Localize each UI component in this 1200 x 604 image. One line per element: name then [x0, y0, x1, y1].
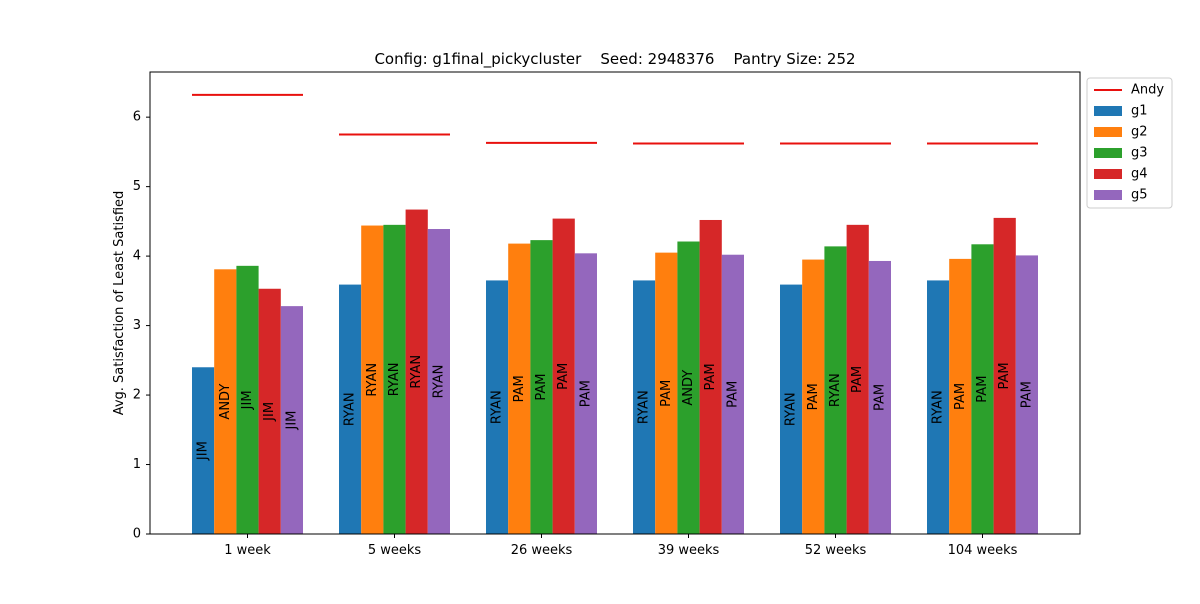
bar-label-g4-1: RYAN	[409, 355, 424, 389]
bar-g5-1	[427, 229, 450, 534]
legend-label-g2: g2	[1131, 125, 1148, 140]
bar-g2-4	[802, 259, 825, 534]
bar-g3-5	[971, 244, 994, 534]
bar-g2-3	[655, 252, 678, 534]
bar-g5-3	[721, 254, 744, 534]
bar-label-g4-2: PAM	[556, 363, 571, 390]
bar-label-g2-2: PAM	[512, 375, 527, 402]
bar-g2-1	[361, 225, 384, 534]
legend-swatch-g3	[1094, 148, 1122, 158]
bar-label-g4-0: JIM	[262, 402, 277, 422]
bar-label-g1-1: RYAN	[343, 392, 358, 426]
chart-title: Config: g1final_pickycluster Seed: 29483…	[374, 50, 855, 69]
bar-label-g2-1: RYAN	[365, 363, 380, 397]
bar-g2-2	[508, 243, 531, 534]
bar-g3-1	[383, 224, 406, 534]
legend-swatch-g1	[1094, 106, 1122, 116]
bar-g3-4	[824, 246, 847, 534]
bar-label-g3-3: ANDY	[681, 370, 696, 406]
bar-g4-0	[258, 288, 281, 534]
x-tick-label-4: 52 weeks	[805, 543, 867, 558]
bar-label-g1-3: RYAN	[637, 390, 652, 424]
bar-g3-0	[236, 265, 259, 534]
legend-swatch-g4	[1094, 169, 1122, 179]
y-tick-label-0: 0	[133, 527, 141, 542]
y-tick-label-4: 4	[133, 249, 141, 264]
bar-label-g5-4: PAM	[872, 384, 887, 411]
y-tick-label-5: 5	[133, 179, 141, 194]
bar-g4-3	[699, 219, 722, 534]
legend-swatch-g5	[1094, 190, 1122, 200]
bar-g2-0	[214, 269, 237, 534]
y-tick-label-3: 3	[133, 318, 141, 333]
bar-g1-3	[633, 280, 656, 534]
axes-frame	[149, 71, 1081, 535]
bar-g1-2	[486, 280, 509, 534]
bar-label-g5-5: PAM	[1019, 381, 1034, 408]
bar-label-g5-1: RYAN	[431, 365, 446, 399]
bar-g2-5	[949, 258, 972, 534]
bar-label-g2-0: ANDY	[218, 384, 233, 420]
bar-label-g3-5: PAM	[975, 376, 990, 403]
bar-label-g2-4: PAM	[806, 383, 821, 410]
bar-g3-2	[530, 240, 553, 534]
bar-g5-5	[1015, 255, 1038, 534]
y-tick-label-1: 1	[133, 457, 141, 472]
bar-g4-5	[993, 217, 1016, 535]
bar-label-g3-2: PAM	[534, 374, 549, 401]
bar-g4-2	[552, 218, 575, 534]
x-tick-label-3: 39 weeks	[658, 543, 720, 558]
bar-label-g4-3: PAM	[703, 363, 718, 390]
bar-label-g5-2: PAM	[578, 380, 593, 407]
y-tick-label-2: 2	[133, 388, 141, 403]
legend-swatch-g2	[1094, 127, 1122, 137]
bar-g5-2	[574, 253, 597, 535]
bar-label-g3-1: RYAN	[387, 363, 402, 397]
bar-label-g3-4: RYAN	[828, 373, 843, 407]
legend-label-g5: g5	[1131, 188, 1148, 203]
legend-label-g3: g3	[1131, 146, 1148, 161]
bar-g1-4	[780, 284, 803, 534]
y-axis-label: Avg. Satisfaction of Least Satisfied	[112, 191, 127, 416]
bar-g5-4	[868, 260, 891, 534]
bar-label-g1-5: RYAN	[931, 390, 946, 424]
legend-label-g1: g1	[1131, 104, 1148, 119]
bar-label-g1-4: RYAN	[784, 392, 799, 426]
bar-g4-4	[846, 224, 869, 534]
bar-label-g4-5: PAM	[997, 362, 1012, 389]
bar-label-g1-2: RYAN	[490, 390, 505, 424]
x-tick-label-0: 1 week	[224, 543, 271, 558]
bar-g5-0	[280, 306, 303, 534]
bar-label-g3-0: JIM	[240, 390, 255, 410]
plot-area: JIM RYAN RYAN RYAN RYAN RYAN ANDY RYAN PAM PAM PAM…	[133, 71, 1081, 558]
bar-g4-1	[405, 209, 428, 534]
bar-label-g5-0: JIM	[284, 411, 299, 431]
x-tick-label-1: 5 weeks	[368, 543, 422, 558]
legend-label-g4: g4	[1131, 167, 1148, 182]
bar-label-g4-4: PAM	[850, 366, 865, 393]
bar-g3-3	[677, 241, 700, 534]
bar-label-g2-5: PAM	[953, 383, 968, 410]
bar-label-g1-0: JIM	[196, 441, 211, 461]
bar-g1-5	[927, 280, 950, 534]
x-tick-label-2: 26 weeks	[511, 543, 573, 558]
bar-g1-1	[339, 284, 362, 534]
y-tick-label-6: 6	[133, 110, 141, 125]
legend: Andy g1 g2 g3 g4 g5	[1086, 77, 1173, 209]
bar-label-g5-3: PAM	[725, 381, 740, 408]
legend-box	[1086, 77, 1173, 209]
bar-label-g2-3: PAM	[659, 380, 674, 407]
bar-g1-0	[192, 367, 215, 534]
legend-label-andy: Andy	[1131, 83, 1164, 98]
x-tick-label-5: 104 weeks	[948, 543, 1018, 558]
